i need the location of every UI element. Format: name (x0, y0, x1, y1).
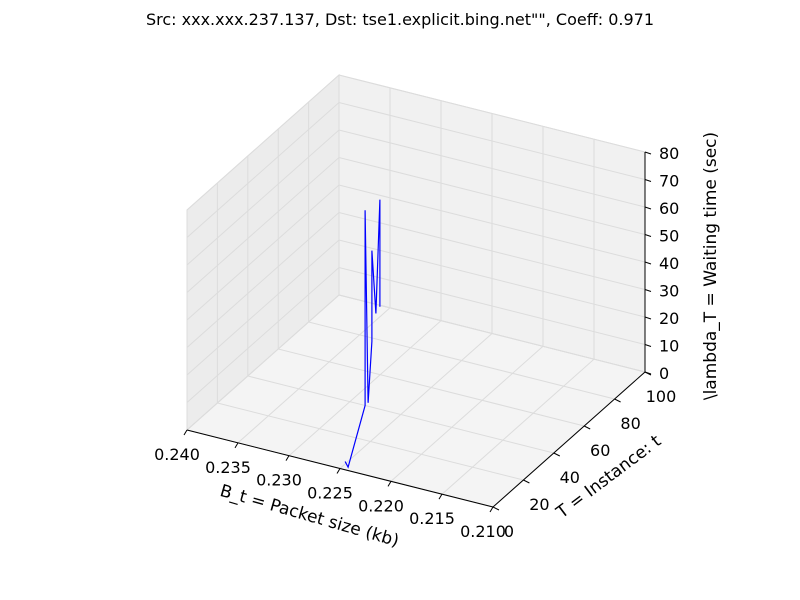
z-tick-label: 0 (659, 364, 669, 383)
y-tick-label: 20 (529, 495, 549, 514)
y-tick (614, 398, 621, 403)
z-grid-line (186, 156, 646, 293)
x-tick-label: 0.225 (307, 484, 353, 503)
chart-title: Src: xxx.xxx.237.137, Dst: tse1.explicit… (146, 10, 654, 29)
z-axis-label: \lambda_T = Waiting time (sec) (701, 132, 721, 400)
z-grid-line (186, 211, 646, 348)
series-line (344, 199, 381, 469)
axis-ticks: 0.210 0.215 0.220 0.225 0.230 0.235 0.240 0 20 40… (154, 144, 679, 541)
axes-panes (185, 73, 647, 508)
z-grid-line (186, 129, 646, 266)
z-tick-label: 50 (659, 227, 679, 246)
z-tick (644, 151, 652, 155)
z-grid-line (186, 294, 646, 431)
z-grid-line (186, 184, 646, 321)
y-tick-label: 100 (646, 387, 677, 406)
z-tick (644, 344, 652, 347)
z-grid-line (186, 239, 646, 376)
x-tick (489, 506, 494, 513)
z-tick-label: 40 (659, 254, 679, 273)
x-tick-label: 0.220 (358, 496, 404, 515)
y-tick (553, 452, 561, 457)
z-tick-label: 60 (659, 199, 679, 218)
z-tick-label: 30 (659, 282, 679, 301)
y-tick-label: 0 (504, 522, 514, 541)
z-tick (644, 371, 652, 375)
z-tick (644, 206, 652, 210)
z-grid-line (186, 74, 646, 211)
x-tick (336, 468, 341, 474)
x-tick (234, 442, 239, 449)
x-tick-label: 0.215 (409, 509, 455, 528)
z-tick (644, 316, 652, 320)
x-tick-label: 0.240 (154, 445, 200, 464)
y-tick (583, 425, 591, 430)
z-tick (644, 179, 652, 182)
z-tick-label: 10 (659, 337, 679, 356)
x-tick-label: 0.235 (205, 458, 251, 477)
y-tick-label: 60 (590, 441, 610, 460)
z-grid-line (186, 266, 646, 403)
x-tick (183, 429, 188, 436)
z-tick (644, 261, 652, 265)
y-tick (523, 479, 530, 484)
z-tick-label: 20 (659, 309, 679, 328)
x-tick-label: 0.210 (460, 522, 506, 541)
y-tick-label: 80 (620, 414, 640, 433)
z-tick-label: 80 (659, 144, 679, 163)
z-tick-label: 70 (659, 172, 679, 191)
series-layer (344, 199, 381, 469)
z-tick (644, 289, 652, 292)
grid-lines (186, 74, 646, 508)
x-tick-label: 0.230 (256, 471, 302, 490)
y-tick-label: 40 (560, 468, 580, 487)
y-axis-line (492, 371, 646, 508)
z-grid-line (186, 101, 646, 238)
z-tick (644, 234, 652, 237)
x-tick (285, 455, 290, 461)
x-tick (387, 481, 392, 487)
x-tick (438, 493, 443, 500)
y-tick (492, 506, 500, 511)
